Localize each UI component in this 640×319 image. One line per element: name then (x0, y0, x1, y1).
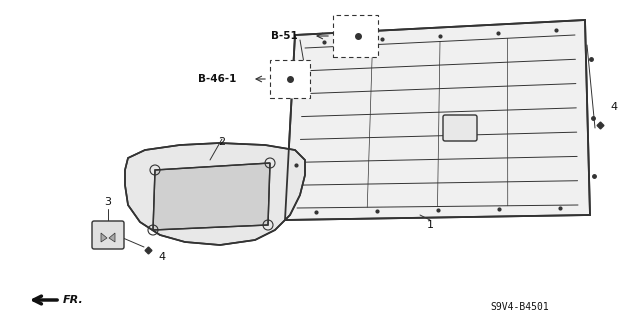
Text: S9V4-B4501: S9V4-B4501 (490, 302, 548, 312)
Text: 2: 2 (218, 137, 225, 147)
Text: FR.: FR. (63, 295, 84, 305)
FancyBboxPatch shape (270, 60, 310, 98)
FancyBboxPatch shape (333, 15, 378, 57)
Text: 4: 4 (610, 102, 617, 112)
Polygon shape (101, 233, 107, 242)
Polygon shape (285, 20, 590, 220)
Polygon shape (109, 233, 115, 242)
Text: B-46-1: B-46-1 (198, 74, 236, 84)
Polygon shape (153, 163, 270, 230)
Text: 3: 3 (104, 197, 111, 207)
Text: 1: 1 (426, 220, 433, 230)
Text: B-51: B-51 (271, 31, 298, 41)
FancyBboxPatch shape (92, 221, 124, 249)
Polygon shape (125, 143, 305, 245)
Text: 4: 4 (158, 252, 165, 262)
FancyBboxPatch shape (443, 115, 477, 141)
